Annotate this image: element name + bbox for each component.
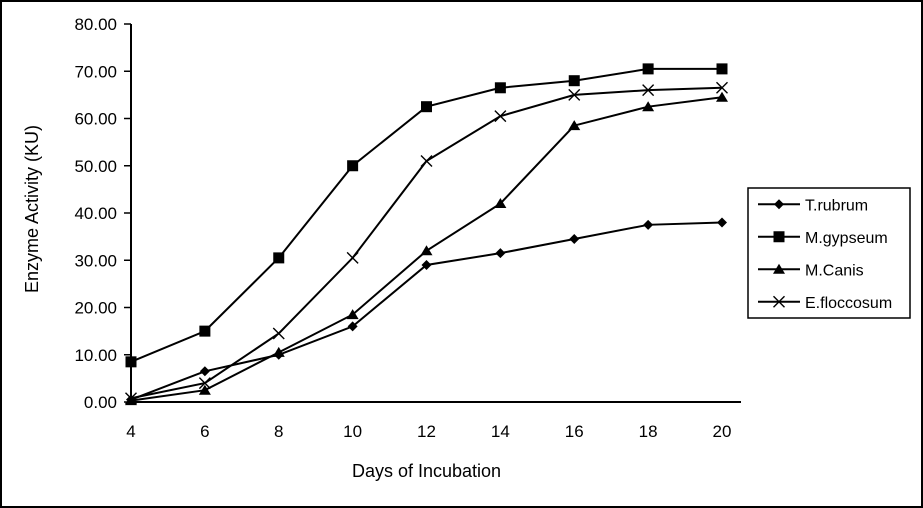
data-point-marker-square (568, 75, 580, 87)
x-axis-title: Days of Incubation (352, 461, 501, 481)
y-tick-label: 20.00 (74, 299, 117, 318)
data-point-marker-triangle (642, 101, 655, 112)
data-point-marker-triangle (125, 395, 137, 406)
data-point-marker-square (199, 325, 211, 337)
y-tick-label: 30.00 (74, 251, 117, 270)
data-point-marker-square (125, 356, 137, 368)
y-tick-label: 80.00 (74, 15, 117, 34)
data-point-marker-square (494, 82, 506, 94)
series-line-m-gypseum (130, 67, 722, 363)
x-tick-label: 14 (491, 422, 510, 441)
legend-label: M.gypseum (805, 230, 888, 247)
x-tick-label: 16 (565, 422, 584, 441)
data-point-marker-x (420, 155, 433, 168)
data-point-marker-x (494, 110, 507, 123)
x-tick-label: 6 (200, 422, 209, 441)
data-point-marker-square (421, 101, 432, 113)
data-point-marker-square (642, 63, 654, 75)
y-tick-label: 10.00 (74, 346, 117, 365)
data-point-marker-x (125, 392, 137, 405)
data-point-marker-triangle (420, 245, 433, 256)
data-point-marker-x (346, 251, 359, 264)
data-point-marker-diamond (347, 321, 358, 332)
y-tick-label: 60.00 (74, 110, 117, 129)
x-tick-label: 10 (343, 422, 362, 441)
x-tick-label: 4 (126, 422, 135, 441)
y-axis-title: Enzyme Activity (KU) (22, 125, 42, 293)
data-point-marker-square (716, 63, 728, 75)
data-point-marker-diamond (643, 219, 654, 230)
data-point-marker-square (273, 252, 285, 264)
data-point-marker-x (642, 84, 655, 97)
data-point-marker-square (347, 160, 359, 172)
y-tick-label: 40.00 (74, 204, 117, 223)
data-point-marker-x (272, 327, 285, 340)
data-point-marker-x (568, 88, 581, 101)
legend-label: T.rubrum (805, 197, 868, 214)
y-tick-label: 70.00 (74, 62, 117, 81)
legend-marker-triangle-icon (773, 263, 785, 274)
data-point-marker-triangle (272, 346, 285, 357)
data-point-marker-triangle (716, 91, 728, 102)
data-point-marker-x (716, 81, 728, 94)
data-point-marker-diamond (495, 248, 506, 259)
legend-marker-square-icon (773, 231, 785, 243)
legend-label: M.Canis (805, 262, 864, 279)
series-line-e-floccosum (130, 86, 723, 400)
y-tick-label: 50.00 (74, 157, 117, 176)
data-point-marker-diamond (199, 366, 210, 377)
x-tick-label: 20 (713, 422, 732, 441)
legend-marker-x-icon (773, 295, 785, 308)
data-point-marker-triangle (346, 309, 359, 320)
data-point-marker-x (198, 377, 211, 390)
data-point-marker-triangle (568, 120, 581, 131)
x-tick-label: 8 (274, 422, 283, 441)
data-point-marker-triangle (494, 198, 507, 209)
y-tick-label: 0.00 (84, 393, 117, 412)
x-tick-label: 12 (417, 422, 436, 441)
data-point-marker-diamond (717, 217, 727, 228)
legend-box (747, 187, 911, 319)
legend-label: E.floccosum (805, 295, 892, 312)
data-point-marker-diamond (421, 259, 432, 270)
data-point-marker-triangle (198, 384, 211, 395)
legend-marker-diamond-icon (774, 199, 784, 210)
x-tick-label: 18 (639, 422, 658, 441)
data-point-marker-diamond (569, 233, 580, 244)
